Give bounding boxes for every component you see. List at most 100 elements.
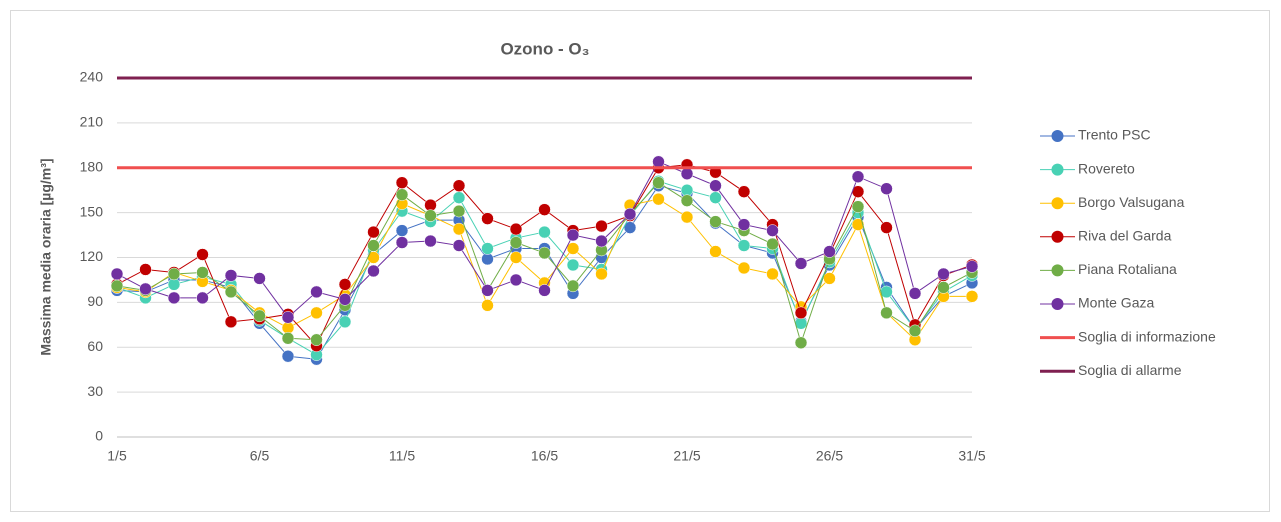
legend-marker (1051, 130, 1064, 142)
data-point (253, 272, 266, 285)
legend-marker (1051, 298, 1064, 310)
data-point (424, 209, 437, 222)
x-tick-label: 11/5 (389, 448, 415, 464)
data-point (310, 285, 323, 299)
data-point (937, 267, 950, 281)
data-point (196, 291, 209, 305)
data-point (965, 290, 979, 303)
data-point (338, 278, 352, 291)
data-point (680, 167, 694, 180)
y-tick-label: 210 (80, 114, 104, 130)
data-point (823, 272, 836, 285)
data-point (509, 251, 523, 264)
chart-title: Ozono - O₃ (500, 39, 589, 58)
data-point (509, 222, 523, 236)
data-point (481, 212, 494, 225)
data-point (509, 273, 523, 287)
data-point (424, 198, 437, 212)
data-point (253, 309, 266, 323)
y-tick-label: 60 (87, 338, 103, 354)
data-point (538, 203, 551, 216)
data-point (709, 179, 722, 192)
data-point (566, 228, 580, 242)
data-point (908, 324, 922, 338)
legend-marker (1051, 163, 1064, 176)
data-point (680, 194, 694, 207)
data-point (338, 315, 352, 329)
data-point (908, 287, 922, 300)
data-point (880, 306, 893, 320)
data-point (481, 284, 494, 297)
data-point (481, 252, 494, 266)
data-point (538, 284, 551, 297)
data-point (367, 264, 380, 278)
legend-marker (1051, 197, 1064, 210)
x-tick-label: 26/5 (816, 448, 843, 464)
data-point (794, 257, 808, 270)
data-point (367, 239, 380, 252)
data-point (652, 176, 665, 189)
data-point (709, 215, 722, 228)
legend-label: Trento PSC (1078, 127, 1151, 143)
data-point (566, 242, 580, 255)
x-tick-label: 31/5 (958, 448, 985, 464)
data-point (652, 155, 665, 169)
data-point (766, 267, 779, 281)
data-point (794, 306, 808, 320)
data-point (737, 239, 751, 252)
legend-label: Rovereto (1078, 160, 1135, 176)
data-point (139, 263, 152, 276)
data-point (851, 170, 865, 183)
data-point (452, 179, 466, 192)
data-point (224, 315, 238, 329)
data-point (880, 221, 893, 234)
data-point (737, 218, 751, 231)
data-point (709, 245, 722, 258)
data-point (196, 266, 209, 279)
legend-label: Piana Rotaliana (1078, 261, 1177, 277)
data-point (538, 225, 551, 239)
data-point (737, 185, 751, 198)
data-point (110, 267, 124, 281)
chart-border (10, 10, 1270, 512)
data-point (452, 222, 466, 236)
data-point (281, 321, 295, 335)
data-point (224, 285, 238, 299)
x-tick-label: 21/5 (673, 448, 700, 464)
data-point (766, 224, 779, 237)
x-tick-label: 6/5 (250, 448, 270, 464)
data-point (965, 260, 979, 273)
data-point (281, 311, 295, 324)
y-axis-label: Massima media oraria [µg/m³] (38, 158, 54, 355)
legend-label: Soglia di allarme (1078, 362, 1182, 378)
data-point (139, 282, 152, 296)
data-point (338, 293, 352, 306)
legend-label: Riva del Garda (1078, 228, 1172, 244)
data-point (566, 279, 580, 293)
data-point (224, 269, 238, 282)
data-point (167, 291, 181, 305)
data-point (281, 332, 295, 345)
y-tick-label: 240 (80, 69, 104, 85)
data-point (766, 237, 779, 251)
data-point (424, 234, 437, 248)
data-point (937, 281, 950, 294)
data-point (680, 210, 694, 224)
y-tick-label: 30 (87, 383, 103, 399)
x-tick-label: 1/5 (107, 448, 127, 464)
data-point (310, 333, 323, 347)
legend-label: Monte Gaza (1078, 295, 1154, 311)
data-point (680, 183, 694, 197)
data-point (794, 336, 808, 350)
data-point (737, 261, 751, 275)
data-point (623, 207, 637, 221)
data-point (652, 192, 665, 206)
data-point (281, 349, 295, 363)
legend-label: Borgo Valsugana (1078, 194, 1185, 210)
y-tick-label: 120 (80, 248, 104, 264)
data-point (566, 258, 580, 272)
data-point (452, 239, 466, 252)
data-point (851, 218, 865, 231)
data-point (851, 200, 865, 213)
